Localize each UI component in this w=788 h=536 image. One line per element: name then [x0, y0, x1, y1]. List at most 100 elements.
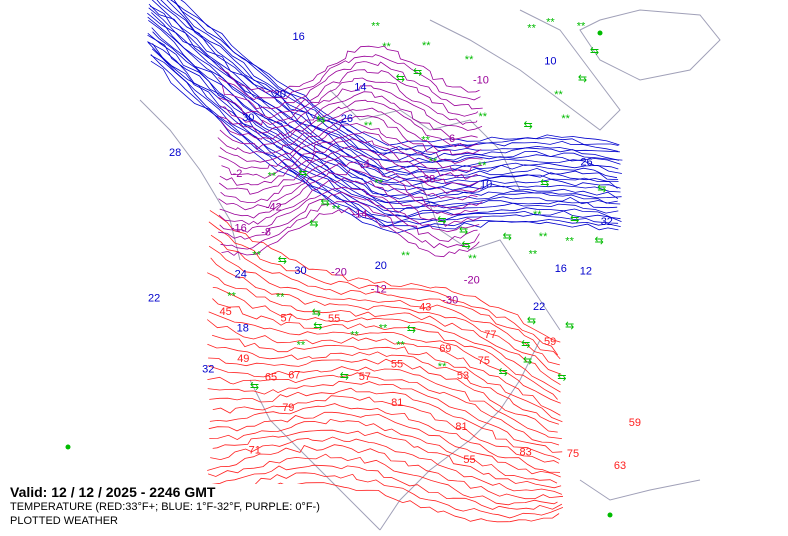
weather-symbol: ** — [371, 20, 380, 32]
weather-symbol: ⇆ — [590, 46, 599, 58]
frigid-contour-line — [218, 191, 478, 242]
warm-contour-line — [212, 429, 562, 489]
weather-symbol: ** — [422, 40, 431, 52]
cold-contour-line — [150, 60, 619, 234]
weather-symbol: ⇆ — [523, 355, 532, 367]
cold-contour-label: 28 — [169, 147, 181, 159]
weather-symbol: ⇆ — [570, 213, 579, 225]
warm-contour-line — [207, 372, 560, 446]
weather-symbol: ** — [533, 209, 542, 221]
weather-symbol: ** — [268, 171, 277, 183]
warm-contour-line — [209, 387, 561, 461]
frigid-contour-line — [217, 69, 479, 119]
warm-contour-line — [209, 403, 561, 473]
cold-contour-label: 10 — [480, 178, 492, 190]
frigid-contour-label: -14 — [352, 208, 368, 220]
warm-contour-label: 55 — [328, 313, 340, 325]
frigid-contour-line — [218, 177, 483, 227]
cold-contour-line — [147, 41, 618, 213]
weather-symbol: ** — [401, 250, 410, 262]
cold-contour-line — [152, 43, 621, 220]
weather-symbol: ** — [350, 330, 359, 342]
cold-contour-label: 30 — [294, 265, 306, 277]
frigid-contour-label: -20 — [464, 274, 480, 286]
frigid-contour-line — [219, 186, 480, 233]
frigid-contour-line — [220, 154, 478, 204]
warm-contour-line — [207, 272, 561, 386]
weather-symbol: ⇆ — [540, 178, 549, 190]
weather-symbol: ⇆ — [312, 307, 321, 319]
warm-contour-label: 49 — [237, 353, 249, 365]
coastline — [329, 89, 521, 191]
warm-contour-label: 55 — [463, 454, 475, 466]
warm-contour-line — [209, 210, 561, 343]
cold-contour-line — [151, 0, 619, 171]
warm-contour-label: 57 — [359, 371, 371, 383]
cold-contour-label: 10 — [544, 55, 556, 67]
cold-contour-label: 14 — [354, 82, 366, 94]
weather-symbol: ⇆ — [396, 73, 405, 85]
map-legend: Valid: 12 / 12 / 2025 - 2246 GMT TEMPERA… — [10, 484, 320, 528]
weather-symbol: ** — [429, 156, 438, 168]
frigid-contour-line — [220, 200, 480, 250]
frigid-contour-line — [219, 77, 478, 126]
weather-symbol: ⇆ — [499, 367, 508, 379]
cold-contour-line — [170, 0, 619, 152]
temperature-legend: TEMPERATURE (RED:33°F+; BLUE: 1°F-32°F, … — [10, 501, 320, 513]
frigid-contour-label: -6 — [445, 133, 455, 145]
weather-symbol: ** — [561, 113, 570, 125]
weather-symbol: ** — [396, 340, 405, 352]
warm-contour-line — [210, 234, 561, 360]
frigid-contour-label: -10 — [473, 75, 489, 87]
frigid-contour-line — [218, 122, 483, 172]
weather-symbol: ** — [479, 111, 488, 123]
frigid-contour-line — [220, 91, 478, 141]
frigid-contour-line — [219, 99, 479, 150]
cold-contour-line — [149, 5, 618, 179]
warm-contour-line — [208, 311, 561, 404]
weather-symbol: ⇆ — [309, 218, 318, 230]
warm-contour-label: 45 — [220, 306, 232, 318]
weather-symbol: ⇆ — [250, 380, 259, 392]
weather-symbol: ** — [529, 249, 538, 261]
warm-contour-line — [208, 245, 560, 366]
weather-symbol: ⇆ — [437, 214, 446, 226]
weather-symbol: ** — [382, 41, 391, 53]
warm-contour-line — [207, 380, 563, 453]
warm-contour-line — [208, 357, 558, 433]
cold-contour-line — [180, 0, 620, 146]
warm-contour-label: 43 — [419, 301, 431, 313]
warm-contour-label: 69 — [439, 343, 451, 355]
weather-symbol: ⇆ — [459, 225, 468, 237]
warm-contour-label: 75 — [567, 448, 579, 460]
weather-symbol: ** — [554, 89, 563, 101]
warm-contour-line — [207, 453, 558, 506]
weather-symbol: ⇆ — [524, 119, 533, 131]
warm-contour-label: 83 — [520, 446, 532, 458]
frigid-contour-line — [221, 131, 479, 180]
cold-contour-line — [148, 19, 621, 197]
warm-contour-line — [211, 334, 563, 423]
frigid-contour-line — [219, 45, 480, 93]
weather-symbol: ** — [252, 250, 261, 262]
weather-symbol: ⇆ — [565, 320, 574, 332]
weather-symbol: ** — [546, 16, 555, 28]
weather-symbol: ⇆ — [462, 239, 471, 251]
warm-contour-label: 81 — [455, 421, 467, 433]
frigid-contour-label: -30 — [442, 294, 458, 306]
cold-contour-label: 16 — [555, 263, 567, 275]
frigid-contour-line — [218, 54, 481, 101]
weather-symbol: ⇆ — [413, 66, 422, 78]
warm-contour-line — [212, 395, 560, 464]
cold-contour-line — [147, 16, 621, 192]
coastline — [579, 479, 701, 501]
rain-symbol — [65, 444, 71, 450]
cold-contour-line — [166, 0, 620, 162]
cold-contour-line — [170, 0, 621, 156]
warm-contour-label: 55 — [391, 359, 403, 371]
warm-contour-line — [212, 298, 558, 400]
warm-contour-label: 67 — [288, 369, 300, 381]
warm-contour-label: 57 — [281, 312, 293, 324]
weather-symbol: ** — [438, 361, 447, 373]
coastline — [139, 99, 241, 261]
